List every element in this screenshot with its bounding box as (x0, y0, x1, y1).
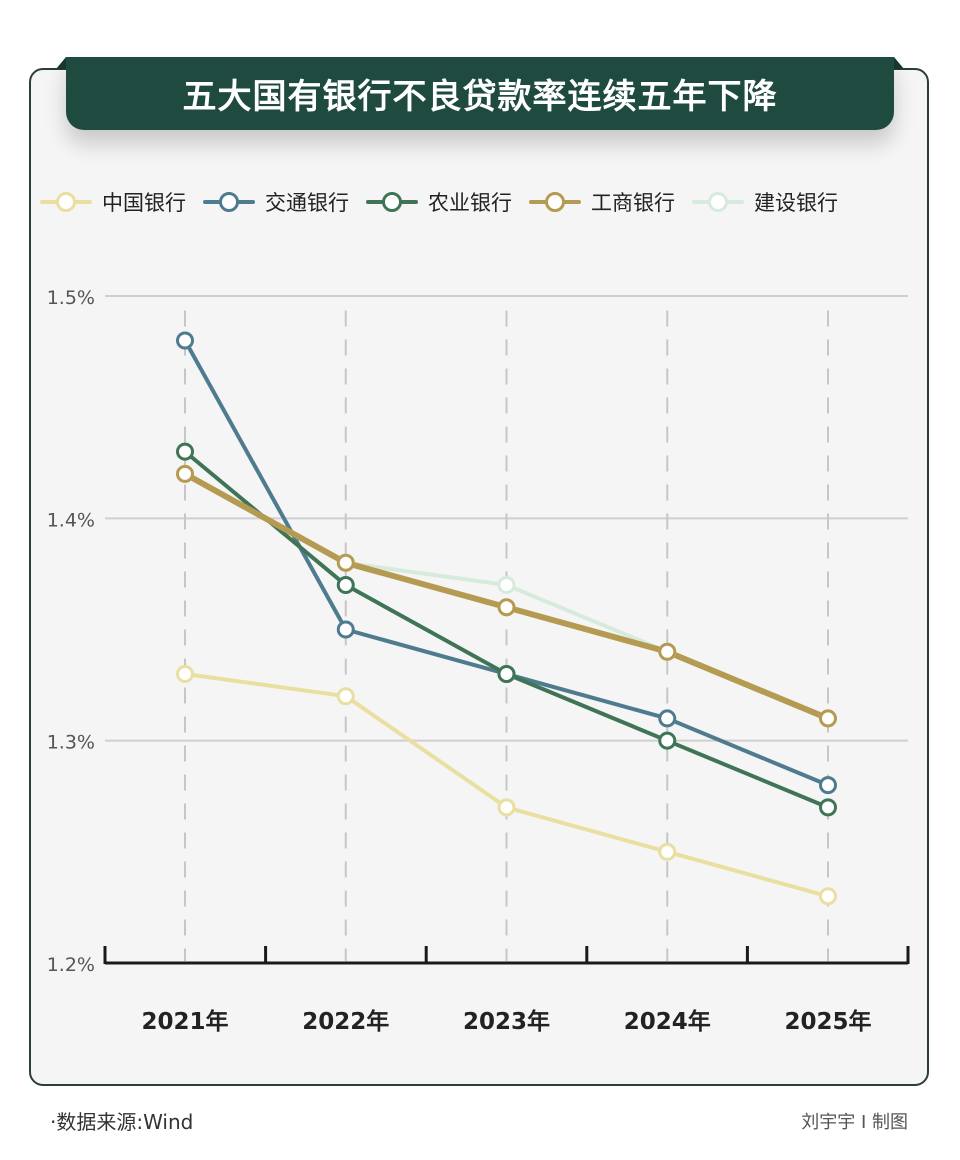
legend-swatch-abc (366, 190, 418, 214)
data-point (336, 553, 355, 572)
legend-swatch-bocom (203, 190, 255, 214)
data-point (658, 709, 677, 728)
data-point (336, 620, 355, 639)
x-tick-label: 2025年 (784, 1008, 871, 1035)
data-point (497, 576, 516, 595)
legend-label: 农业银行 (428, 191, 512, 215)
legend-swatch-ccb (692, 190, 744, 214)
legend-label: 交通银行 (265, 191, 349, 215)
data-point (819, 887, 837, 906)
data-point (176, 464, 194, 483)
data-point (658, 642, 677, 661)
legend-item-bocom: 交通银行 (203, 187, 349, 217)
data-point (819, 709, 837, 728)
data-point (497, 664, 516, 683)
x-tick-label: 2024年 (624, 1008, 711, 1035)
y-tick-label: 1.2% (47, 954, 95, 976)
data-point (176, 442, 194, 461)
y-tick-label: 1.3% (47, 732, 95, 754)
legend-label: 建设银行 (754, 191, 838, 215)
data-point (176, 664, 194, 683)
data-point (658, 731, 677, 750)
legend-swatch-boc (40, 190, 92, 214)
legend-item-icbc: 工商银行 (529, 187, 675, 217)
legend-item-boc: 中国银行 (40, 187, 186, 217)
data-point (336, 687, 355, 706)
y-tick-label: 1.4% (47, 509, 95, 531)
y-tick-label: 1.5% (47, 287, 95, 309)
legend-swatch-icbc (529, 190, 581, 214)
data-point (658, 842, 677, 861)
legend-item-ccb: 建设银行 (692, 187, 838, 217)
chart-title: 五大国有银行不良贷款率连续五年下降 (182, 77, 778, 117)
data-source-note: ·数据来源:Wind (50, 1110, 194, 1134)
data-point (497, 798, 516, 817)
legend: 中国银行 交通银行 农业银行 工商银行 建设银行 (40, 184, 930, 220)
title-banner: 五大国有银行不良贷款率连续五年下降 (56, 57, 904, 130)
data-point (497, 598, 516, 617)
author-credit: 刘宇宇 I 制图 (801, 1112, 908, 1133)
x-tick-label: 2022年 (302, 1008, 389, 1035)
legend-label: 中国银行 (102, 191, 186, 215)
x-tick-label: 2021年 (141, 1008, 228, 1035)
data-point (819, 776, 837, 795)
x-tick-label: 2023年 (463, 1008, 550, 1035)
data-point (176, 331, 194, 350)
chart-card (29, 68, 929, 1086)
legend-label: 工商银行 (591, 191, 675, 215)
data-point (336, 576, 355, 595)
data-point (819, 798, 837, 817)
legend-item-abc: 农业银行 (366, 187, 512, 217)
